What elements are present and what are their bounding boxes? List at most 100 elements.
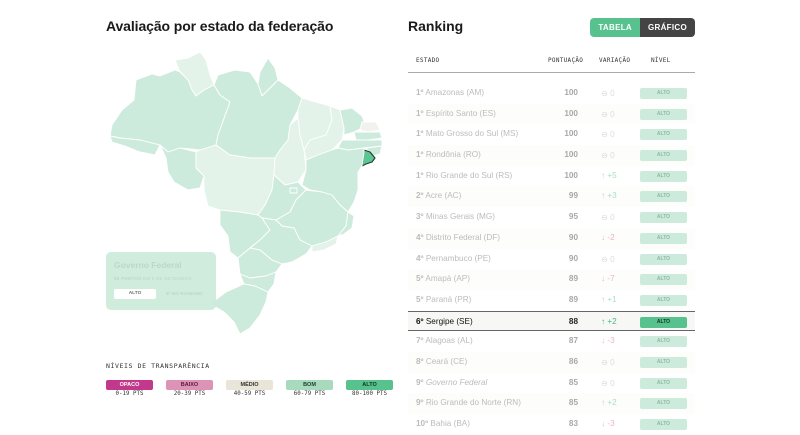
tab-tabela[interactable]: TABELA xyxy=(590,18,640,37)
row-rank: 9º xyxy=(416,377,424,387)
trend-zero-icon: ⊖ xyxy=(601,378,608,388)
map-title: Avaliação por estado da federação xyxy=(106,18,334,34)
column-header-score[interactable]: PONTUAÇÃO xyxy=(548,57,584,64)
table-row[interactable]: 1º Amazonas (AM) 100 ⊖ 0 ALTO xyxy=(408,83,695,104)
table-row[interactable]: 7º Alagoas (AL) 87 ↓ -3 ALTO xyxy=(408,331,695,352)
gov-card-level-badge: ALTO xyxy=(114,289,156,299)
row-state: 9º Governo Federal xyxy=(416,378,487,387)
row-variation: ↑ +3 xyxy=(601,191,617,200)
gov-card-name: Governo Federal xyxy=(114,260,182,270)
state-pa[interactable] xyxy=(213,69,303,159)
table-row[interactable]: 10º Bahia (BA) 83 ↓ -3 ALTO xyxy=(408,414,695,435)
ranking-table-body: 1º Amazonas (AM) 100 ⊖ 0 ALTO 1º Espírito Sa… xyxy=(408,83,695,435)
row-level-badge: ALTO xyxy=(640,212,687,224)
ranking-title: Ranking xyxy=(408,18,464,34)
row-variation: ⊖ 0 xyxy=(601,254,615,264)
row-state-name: Minas Gerais (MG) xyxy=(425,212,495,222)
row-state-name: Distrito Federal (DF) xyxy=(425,232,500,242)
table-row[interactable]: 4º Distrito Federal (DF) 90 ↓ -2 ALTO xyxy=(408,227,695,249)
table-row[interactable]: 1º Espírito Santo (ES) 100 ⊖ 0 ALTO xyxy=(408,103,695,125)
legend-range: 20-39 PTS xyxy=(173,391,206,397)
row-rank: 8º xyxy=(416,356,424,366)
row-score: 90 xyxy=(568,232,578,242)
state-ro[interactable] xyxy=(159,144,205,191)
tab-grafico[interactable]: GRÁFICO xyxy=(640,18,695,37)
row-rank: 1º xyxy=(416,150,424,160)
legend-item-bom: BOM 60-79 PTS xyxy=(286,380,333,397)
row-rank: 1º xyxy=(416,88,424,97)
row-variation: ↓ -3 xyxy=(601,419,615,428)
table-row[interactable]: 4º Pernambuco (PE) 90 ⊖ 0 ALTO xyxy=(408,248,695,270)
table-row[interactable]: 9º Rio Grande do Norte (RN) 85 ↑ +2 ALTO xyxy=(408,393,695,414)
row-state-name: Espírito Santo (ES) xyxy=(425,108,496,118)
table-row[interactable]: 8º Ceará (CE) 86 ⊖ 0 ALTO xyxy=(408,351,695,373)
state-rs[interactable] xyxy=(209,283,269,335)
state-rn[interactable] xyxy=(359,121,381,133)
row-variation-value: +2 xyxy=(607,316,617,326)
column-header-state[interactable]: ESTADO xyxy=(416,57,440,64)
row-state: 5º Amapá (AP) xyxy=(416,274,470,283)
row-state: 1º Mato Grosso do Sul (MS) xyxy=(416,129,518,138)
column-header-variation[interactable]: VARIAÇÃO xyxy=(599,57,631,64)
table-row[interactable]: 1º Rondônia (RO) 100 ⊖ 0 ALTO xyxy=(408,145,695,166)
column-header-level[interactable]: NÍVEL xyxy=(651,57,671,64)
brazil-map xyxy=(100,40,400,340)
table-row[interactable]: 5º Amapá (AP) 89 ↓ -7 ALTO xyxy=(408,269,695,290)
row-level-badge: ALTO xyxy=(640,253,687,265)
row-rank: 3º xyxy=(416,212,424,222)
table-row[interactable]: 6º Sergipe (SE) 88 ↑ +2 ALTO xyxy=(408,310,695,332)
row-state: 2º Acre (AC) xyxy=(416,191,461,200)
legend-item-alto: ALTO 80-100 PTS xyxy=(346,380,393,397)
trend-zero-icon: ⊖ xyxy=(601,357,608,367)
table-row[interactable]: 3º Minas Gerais (MG) 95 ⊖ 0 ALTO xyxy=(408,207,695,228)
table-row[interactable]: 1º Mato Grosso do Sul (MS) 100 ⊖ 0 ALTO xyxy=(408,124,695,146)
federal-government-card[interactable]: Governo Federal 85 PONTOS EM 8 DE SETEMB… xyxy=(106,252,216,310)
row-rank: 1º xyxy=(416,108,424,118)
state-es[interactable] xyxy=(337,211,355,237)
state-ac[interactable] xyxy=(109,135,161,156)
row-state: 1º Amazonas (AM) xyxy=(416,88,484,97)
state-sp[interactable] xyxy=(249,217,313,265)
row-rank: 4º xyxy=(416,253,424,263)
table-row[interactable]: 9º Governo Federal 85 ⊖ 0 ALTO xyxy=(408,372,695,394)
state-df[interactable] xyxy=(289,187,298,194)
table-row[interactable]: 1º Rio Grande do Sul (RS) 100 ↑ +5 ALTO xyxy=(408,165,695,187)
legend: OPACO 0-19 PTS BAIXO 20-39 PTS MÉDIO 40-59 PT… xyxy=(106,380,393,397)
row-state-name: Governo Federal xyxy=(425,377,488,387)
trend-zero-icon: ⊖ xyxy=(601,130,608,140)
row-level-badge: ALTO xyxy=(640,316,687,328)
trend-zero-icon: ⊖ xyxy=(601,213,608,223)
row-score: 99 xyxy=(568,191,578,201)
row-variation-value: +3 xyxy=(607,191,617,201)
trend-zero-icon: ⊖ xyxy=(601,109,608,119)
row-score: 100 xyxy=(564,108,578,118)
row-score: 83 xyxy=(568,419,578,428)
legend-badge: ALTO xyxy=(346,380,393,390)
row-rank: 5º xyxy=(416,274,424,284)
row-score: 85 xyxy=(568,398,578,408)
legend-item-médio: MÉDIO 40-59 PTS xyxy=(226,380,273,397)
row-state-name: Amazonas (AM) xyxy=(425,88,485,97)
row-level-badge: ALTO xyxy=(640,232,687,244)
row-state: 4º Distrito Federal (DF) xyxy=(416,233,500,242)
state-pb[interactable] xyxy=(353,131,383,141)
row-state-name: Bahia (BA) xyxy=(430,419,470,428)
row-state: 4º Pernambuco (PE) xyxy=(416,254,491,263)
row-variation: ↓ -2 xyxy=(601,233,615,242)
table-row[interactable]: 5º Paraná (PR) 89 ↑ +1 ALTO xyxy=(408,289,695,311)
trend-zero-icon: ⊖ xyxy=(601,254,608,264)
state-rj[interactable] xyxy=(311,235,339,253)
state-ba[interactable] xyxy=(301,147,365,213)
row-state-name: Acre (AC) xyxy=(425,191,462,201)
legend-badge: OPACO xyxy=(106,380,153,390)
row-level-badge: ALTO xyxy=(640,419,687,430)
row-variation: ⊖ 0 xyxy=(601,212,615,222)
legend-range: 60-79 PTS xyxy=(293,391,326,397)
row-rank: 9º xyxy=(416,398,424,408)
row-variation-value: 0 xyxy=(610,378,615,388)
row-variation: ↓ -3 xyxy=(601,336,615,345)
row-level-badge: ALTO xyxy=(640,88,687,99)
row-score: 100 xyxy=(564,129,578,139)
table-row[interactable]: 2º Acre (AC) 99 ↑ +3 ALTO xyxy=(408,186,695,208)
row-variation: ⊖ 0 xyxy=(601,129,615,139)
